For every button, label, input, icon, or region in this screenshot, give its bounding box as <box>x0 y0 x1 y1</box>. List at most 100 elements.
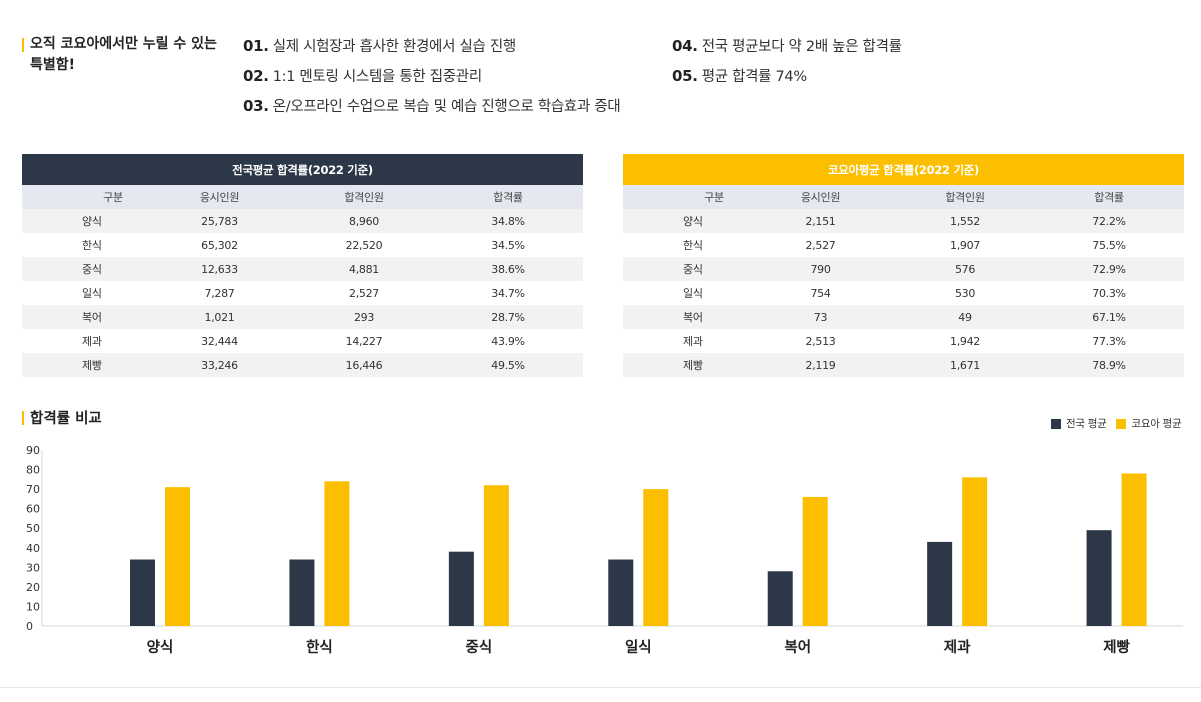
rate-cell: 34.7% <box>491 286 525 300</box>
passed-cell: 576 <box>896 257 1034 281</box>
bar-national <box>927 541 953 626</box>
bar-koyoa <box>802 496 828 626</box>
feature-item-05: 05. 평균 합격률 74% <box>672 65 807 86</box>
category-cell: 제과 <box>683 335 703 348</box>
feature-number: 04. <box>672 37 698 55</box>
applicants-cell: 25,783 <box>144 209 295 233</box>
table-row: 복어 1,021 293 28.7% <box>22 305 583 329</box>
applicants-cell: 7,287 <box>204 286 235 300</box>
y-tick-label: 70 <box>26 483 40 496</box>
rate-cell: 38.6% <box>433 257 583 281</box>
passed-cell: 4,881 <box>295 257 433 281</box>
feature-text: 평균 합격률 74% <box>701 69 807 85</box>
applicants-cell: 2,527 <box>805 238 836 252</box>
chart-section-accent-bar <box>22 411 24 425</box>
category-cell: 중식 <box>623 257 745 281</box>
category-cell: 제과 <box>82 335 102 348</box>
category-cell: 양식 <box>623 209 745 233</box>
table-row: 제빵 2,119 1,671 78.9% <box>623 353 1184 377</box>
national-pass-rate-table: 전국평균 합격률(2022 기준) 구분 응시인원 합격인원 합격률 양식 25… <box>22 154 583 377</box>
bar-koyoa <box>1121 473 1147 626</box>
bar-koyoa <box>962 477 988 626</box>
footer-divider <box>0 687 1201 688</box>
passed-cell: 22,520 <box>345 238 383 252</box>
rate-cell: 34.8% <box>433 209 583 233</box>
column-header-rate: 합격률 <box>433 185 583 209</box>
applicants-cell: 2,513 <box>805 334 836 348</box>
category-cell: 일식 <box>683 287 703 300</box>
chart-section-title: 합격률 비교 <box>30 411 102 427</box>
applicants-cell: 12,633 <box>144 257 295 281</box>
legend-swatch-national <box>1051 418 1061 429</box>
feature-number: 02. <box>243 67 269 85</box>
column-header-category: 구분 <box>623 185 745 209</box>
applicants-cell: 32,444 <box>201 334 238 348</box>
table-row: 제과 32,444 14,227 43.9% <box>22 329 583 353</box>
rate-cell: 49.5% <box>433 353 583 377</box>
feature-number: 03. <box>243 97 269 115</box>
category-cell: 제빵 <box>623 353 745 377</box>
category-cell: 일식 <box>82 287 102 300</box>
passed-cell: 530 <box>954 286 976 300</box>
feature-text: 1:1 멘토링 시스템을 통한 집중관리 <box>272 69 483 85</box>
y-tick-label: 50 <box>26 522 40 535</box>
legend-swatch-koyoa <box>1116 418 1127 429</box>
passed-cell: 1,552 <box>896 209 1034 233</box>
applicants-cell: 1,021 <box>144 305 295 329</box>
table-row: 일식 754 530 70.3% <box>623 281 1184 305</box>
applicants-cell: 2,119 <box>745 353 896 377</box>
table-row: 양식 2,151 1,552 72.2% <box>623 209 1184 233</box>
category-cell: 양식 <box>22 209 144 233</box>
x-category-label: 중식 <box>466 639 493 656</box>
feature-item-03: 03. 온/오프라인 수업으로 복습 및 예습 진행으로 학습효과 증대 <box>243 95 621 116</box>
feature-number: 01. <box>243 37 269 55</box>
x-category-label: 한식 <box>306 639 333 656</box>
column-header-rate: 합격률 <box>1034 185 1184 209</box>
category-cell: 복어 <box>22 305 144 329</box>
y-tick-label: 10 <box>26 600 40 613</box>
bar-national <box>289 559 315 626</box>
column-header-category: 구분 <box>22 185 144 209</box>
koyoa-pass-rate-table: 코요아평균 합격률(2022 기준) 구분 응시인원 합격인원 합격률 양식 2… <box>623 154 1184 377</box>
category-cell: 복어 <box>623 305 745 329</box>
feature-text: 온/오프라인 수업으로 복습 및 예습 진행으로 학습효과 증대 <box>272 99 621 115</box>
passed-cell: 2,527 <box>349 286 379 300</box>
table-row: 복어 73 49 67.1% <box>623 305 1184 329</box>
passed-cell: 14,227 <box>345 334 383 348</box>
rate-cell: 77.3% <box>1092 334 1126 348</box>
bar-koyoa <box>483 485 509 626</box>
feature-item-04: 04. 전국 평균보다 약 2배 높은 합격률 <box>672 35 902 56</box>
x-category-label: 복어 <box>784 639 811 656</box>
table-row: 한식 2,527 1,907 75.5% <box>623 233 1184 257</box>
table-row: 중식 790 576 72.9% <box>623 257 1184 281</box>
table-row: 양식 25,783 8,960 34.8% <box>22 209 583 233</box>
legend-label-national: 전국 평균 <box>1066 418 1107 430</box>
rate-cell: 78.9% <box>1034 353 1184 377</box>
y-tick-label: 20 <box>26 581 40 594</box>
x-category-label: 일식 <box>625 639 652 656</box>
y-tick-label: 40 <box>26 542 40 555</box>
x-category-label: 양식 <box>147 639 174 656</box>
koyoa-table-caption: 코요아평균 합격률(2022 기준) <box>623 154 1184 185</box>
table-row: 제과 2,513 1,942 77.3% <box>623 329 1184 353</box>
rate-cell: 72.9% <box>1034 257 1184 281</box>
x-category-label: 제과 <box>944 639 971 656</box>
passed-cell: 1,907 <box>950 238 980 252</box>
category-cell: 제빵 <box>22 353 144 377</box>
feature-text: 전국 평균보다 약 2배 높은 합격률 <box>701 39 902 55</box>
passed-cell: 293 <box>295 305 433 329</box>
national-table-caption: 전국평균 합격률(2022 기준) <box>22 154 583 185</box>
rate-cell: 75.5% <box>1092 238 1126 252</box>
feature-item-01: 01. 실제 시험장과 흡사한 환경에서 실습 진행 <box>243 35 516 56</box>
rate-cell: 43.9% <box>491 334 525 348</box>
bar-koyoa <box>643 489 669 626</box>
pass-rate-comparison-chart: 0 10 20 30 40 50 60 70 80 90 양식 한식 중식 일식 복어 제과 제빵 <box>26 444 1183 656</box>
intro-accent-bar <box>22 38 24 52</box>
rate-cell: 67.1% <box>1034 305 1184 329</box>
passed-cell: 16,446 <box>295 353 433 377</box>
bar-national <box>448 551 474 626</box>
table-row: 한식 65,302 22,520 34.5% <box>22 233 583 257</box>
table-row: 제빵 33,246 16,446 49.5% <box>22 353 583 377</box>
category-cell: 한식 <box>683 239 703 252</box>
applicants-cell: 754 <box>810 286 831 300</box>
